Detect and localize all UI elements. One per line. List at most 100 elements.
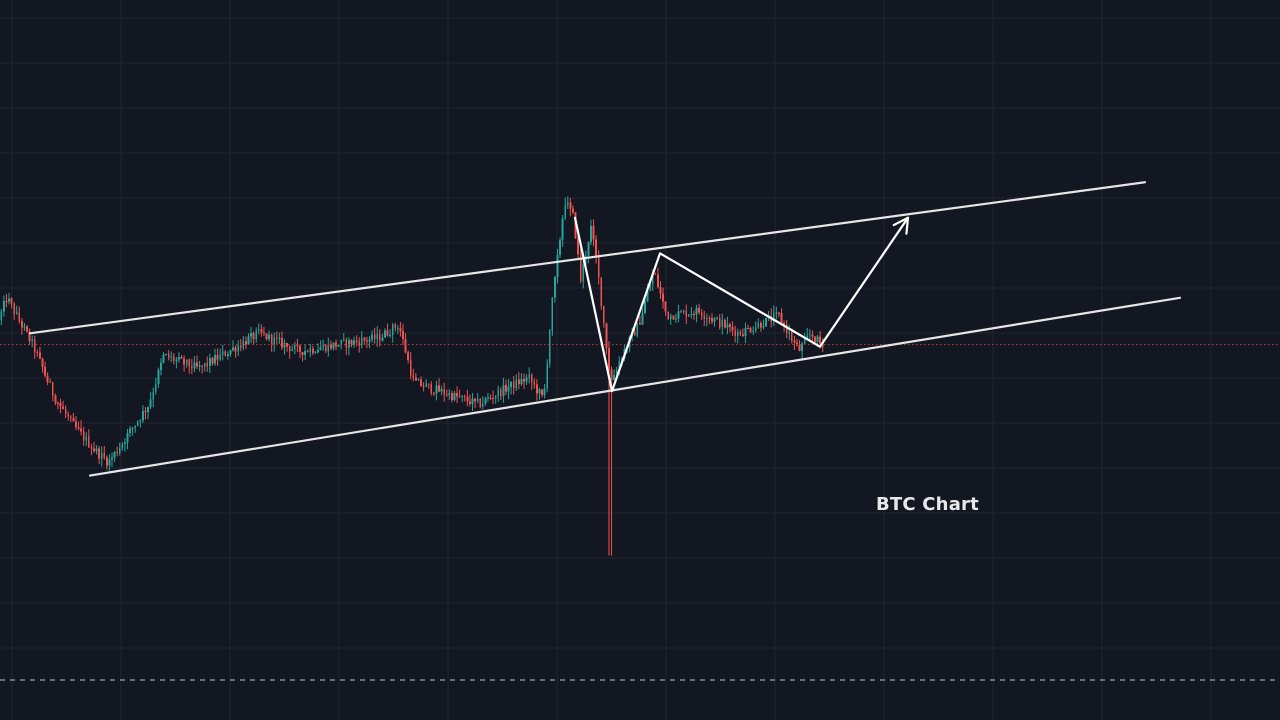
candle-down (67, 413, 70, 417)
candle-down (790, 332, 793, 341)
candle-up (435, 385, 438, 394)
candle-up (649, 283, 652, 291)
candle-down (427, 383, 430, 385)
candle-up (803, 337, 806, 344)
candle-down (345, 339, 348, 348)
candle-up (327, 344, 330, 352)
candle-down (711, 318, 713, 322)
candle-up (502, 385, 505, 397)
candle-up (687, 314, 690, 317)
candle-down (412, 375, 415, 378)
candle-down (469, 401, 471, 405)
candle-down (793, 340, 796, 343)
candle-up (613, 375, 616, 380)
candle-up (255, 330, 258, 339)
candle-down (18, 312, 21, 321)
candle-up (806, 335, 809, 338)
candle-up (713, 318, 716, 322)
candle-down (105, 457, 108, 466)
candle-up (376, 333, 379, 340)
candle-up (752, 330, 755, 332)
candle-down (608, 348, 610, 370)
candle-up (139, 420, 142, 422)
candle-up (283, 343, 286, 348)
candle-down (211, 357, 214, 364)
candle-down (239, 345, 242, 348)
projected-pattern-path[interactable] (573, 216, 910, 393)
candle-down (206, 362, 209, 366)
candle-down (592, 226, 595, 240)
candle-down (597, 256, 600, 278)
channel-lower-line[interactable] (88, 296, 1182, 477)
candle-down (93, 448, 95, 451)
candle-up (152, 392, 155, 400)
candle-up (23, 326, 26, 328)
candle-down (350, 339, 353, 345)
candle-down (718, 317, 721, 328)
candle-down (600, 277, 603, 306)
candle-down (785, 324, 788, 334)
candle-down (572, 208, 574, 213)
candle-down (72, 417, 75, 422)
candle-down (430, 384, 433, 393)
candle-down (778, 312, 780, 314)
candle-up (644, 301, 646, 313)
candle-up (538, 389, 541, 394)
candle-down (667, 311, 670, 320)
candle-down (458, 396, 461, 398)
candle-down (535, 384, 538, 394)
candle-down (729, 324, 731, 328)
candle-up (273, 337, 276, 344)
channel-upper-line[interactable] (28, 181, 1147, 335)
candle-up (615, 370, 618, 376)
candle-up (113, 451, 116, 458)
candle-down (80, 428, 83, 432)
candle-up (118, 448, 121, 453)
candle-up (497, 389, 500, 397)
candle-up (389, 335, 392, 336)
candle-up (476, 399, 479, 401)
candle-down (378, 333, 381, 341)
candle-up (185, 359, 188, 365)
candle-down (311, 348, 314, 353)
candle-up (590, 226, 592, 242)
candle-down (698, 308, 701, 313)
candle-down (749, 328, 752, 332)
candle-up (170, 356, 173, 358)
candle-down (172, 356, 175, 361)
candle-down (41, 358, 44, 368)
candle-down (680, 311, 682, 313)
candle-up (396, 327, 399, 329)
candle-down (59, 402, 62, 407)
candle-up (754, 327, 757, 331)
candle-down (747, 327, 749, 329)
projection-arrow-head (892, 216, 910, 235)
candle-up (85, 436, 88, 441)
candle-up (801, 343, 804, 351)
candle-down (366, 340, 368, 342)
candle-down (577, 237, 579, 254)
candle-up (636, 322, 639, 336)
candle-down (49, 381, 52, 383)
candle-up (448, 393, 451, 396)
candle-up (381, 337, 384, 341)
candle-up (757, 323, 760, 328)
candle-down (270, 334, 273, 344)
candle-up (232, 347, 234, 351)
candle-down (432, 392, 435, 394)
candle-down (363, 338, 366, 341)
candle-up (360, 338, 363, 346)
candle-up (551, 297, 554, 331)
candle-up (134, 425, 137, 428)
candle-down (610, 369, 613, 380)
candle-up (453, 392, 456, 400)
candle-up (507, 386, 510, 392)
candle-up (95, 448, 98, 451)
candle-up (669, 315, 672, 320)
candle-down (260, 328, 263, 333)
candle-up (584, 255, 587, 265)
candle-down (329, 344, 332, 349)
candle-down (533, 382, 536, 385)
candle-up (309, 348, 312, 352)
